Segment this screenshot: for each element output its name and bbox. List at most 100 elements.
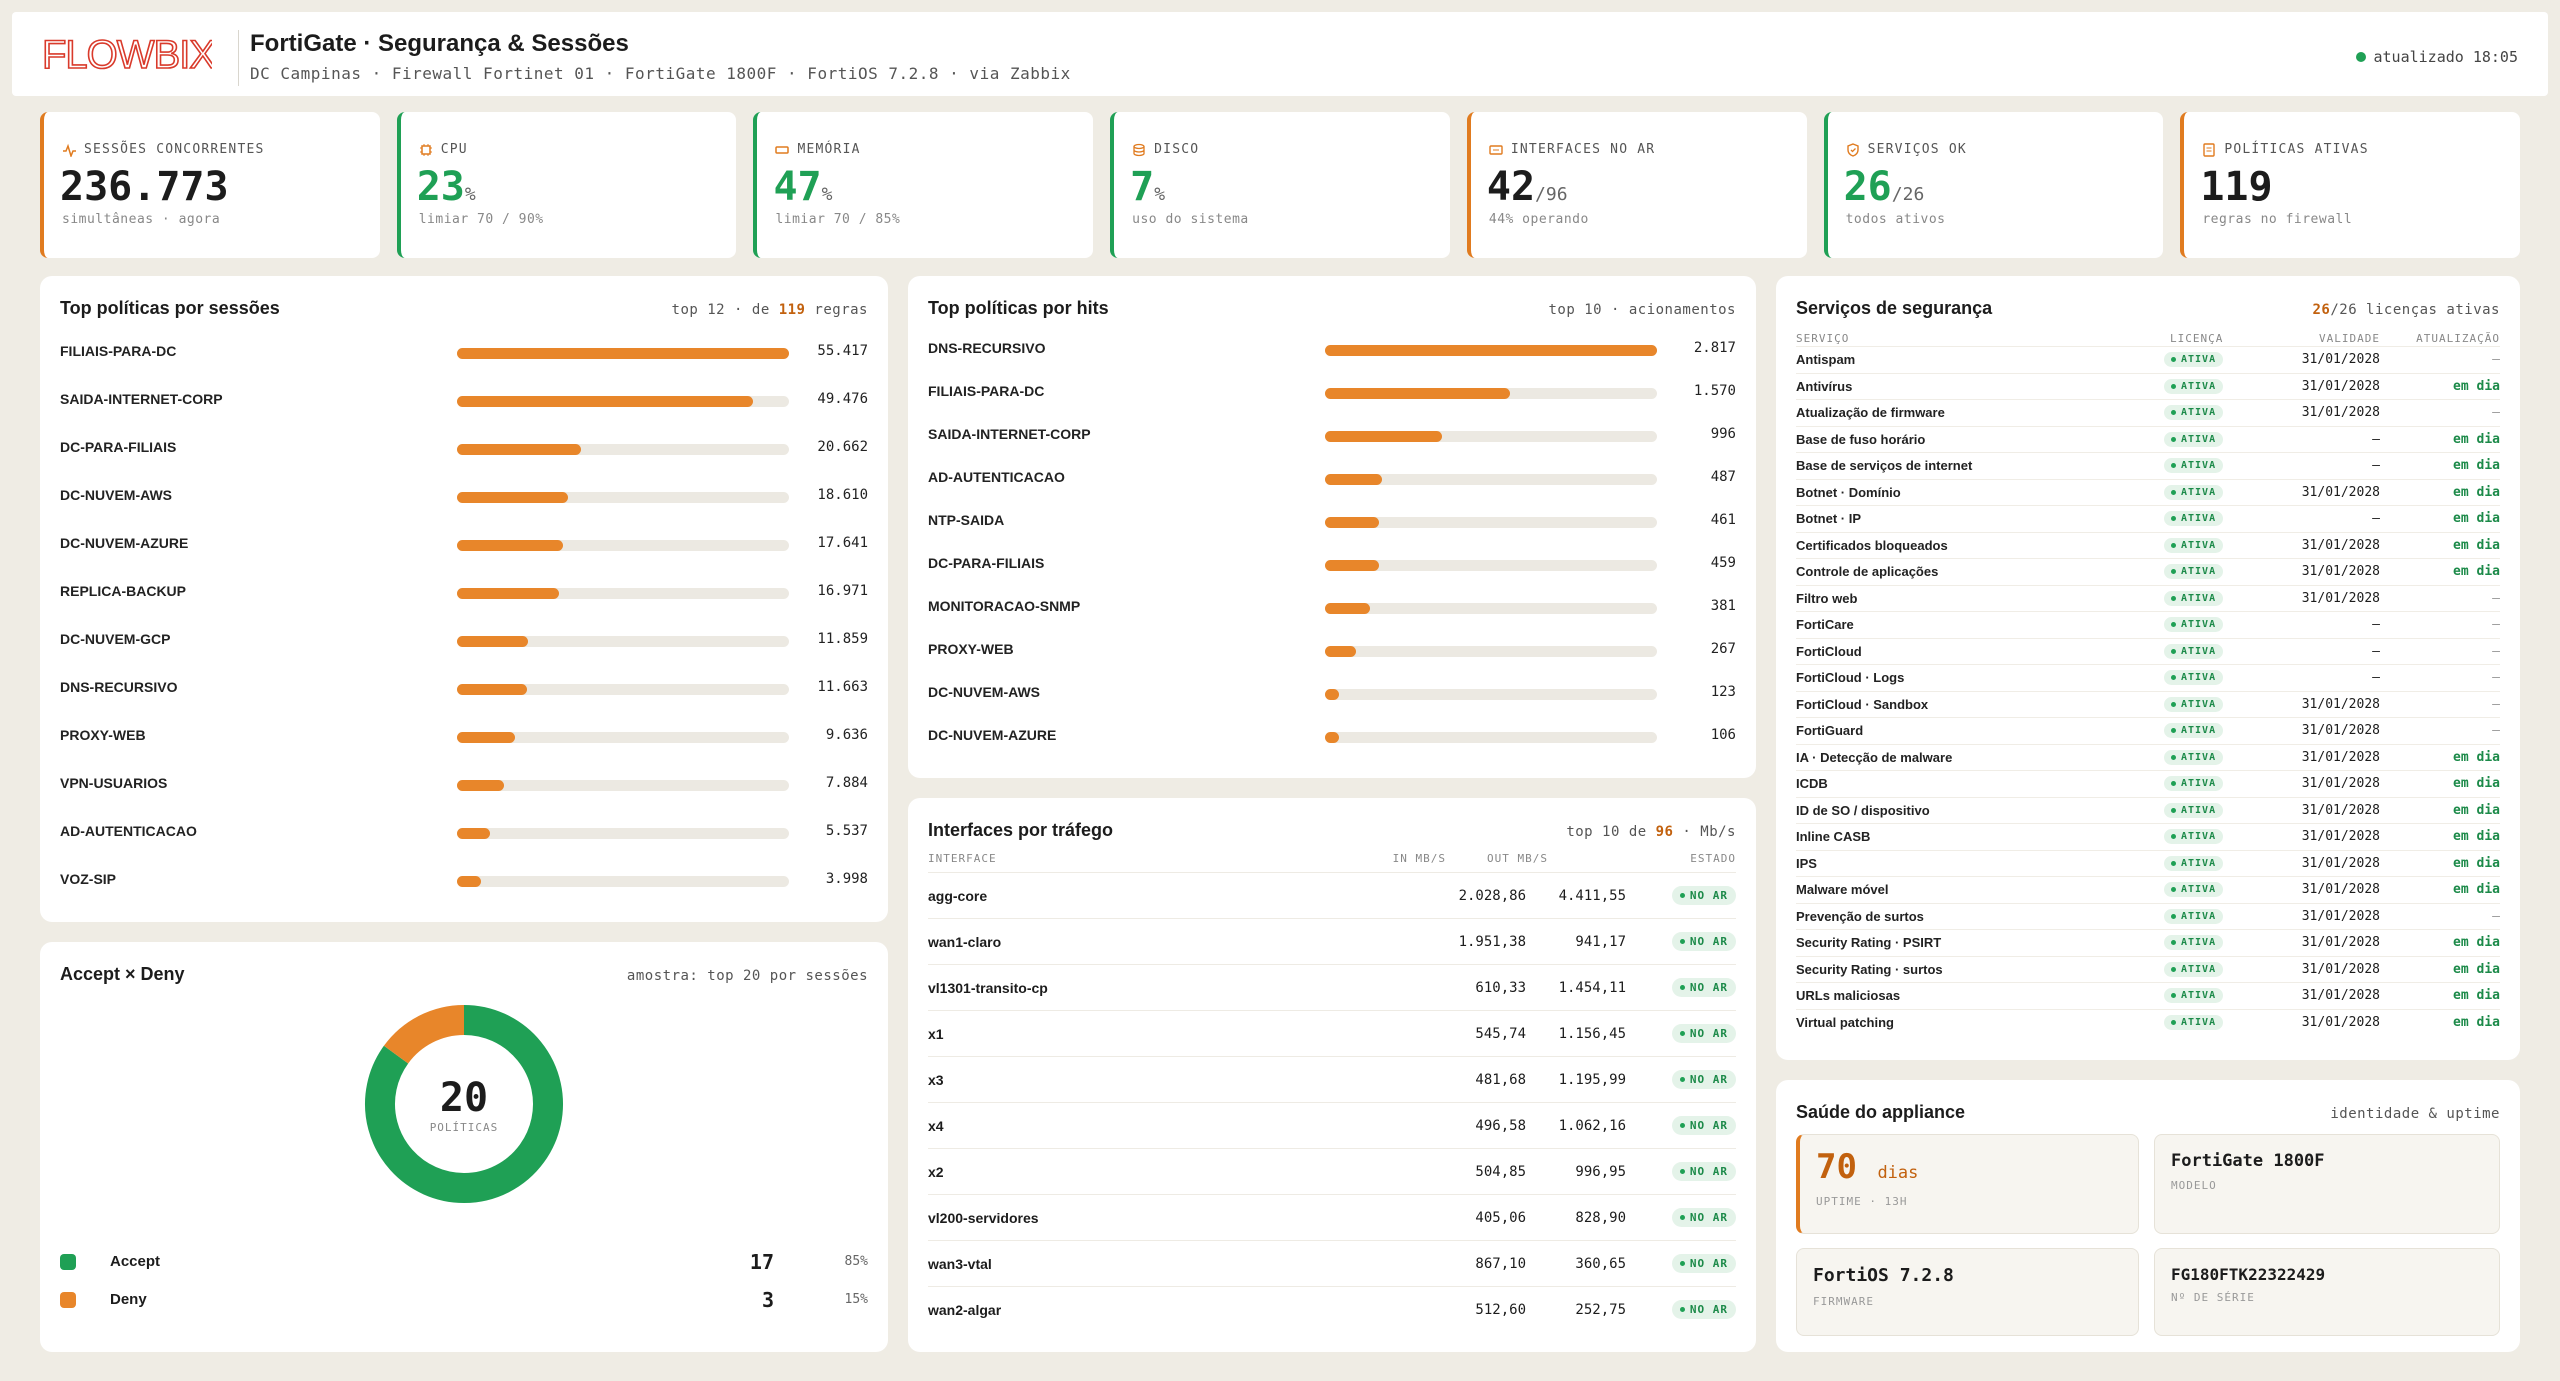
table-row[interactable]: Filtro web ATIVA 31/01/2028 — bbox=[1796, 584, 2500, 611]
table-row[interactable]: wan2-algar 512,60 252,75 NO AR bbox=[928, 1286, 1736, 1332]
table-row[interactable]: Base de fuso horário ATIVA — em dia bbox=[1796, 425, 2500, 452]
legend-item[interactable]: Accept 17 85% bbox=[60, 1250, 868, 1274]
table-row[interactable]: x1 545,74 1.156,45 NO AR bbox=[928, 1010, 1736, 1056]
bar-track bbox=[1325, 388, 1657, 399]
table-row[interactable]: wan1-claro 1.951,38 941,17 NO AR bbox=[928, 918, 1736, 964]
interface-out: 941,17 bbox=[1575, 934, 1626, 950]
license-badge: ATIVA bbox=[2164, 350, 2224, 367]
table-row[interactable]: Virtual patching ATIVA 31/01/2028 em dia bbox=[1796, 1008, 2500, 1035]
policy-bar-row[interactable]: DNS-RECURSIVO 2.817 bbox=[928, 340, 1736, 360]
bar-fill bbox=[457, 348, 789, 359]
bar-fill bbox=[457, 684, 527, 695]
legend-item[interactable]: Deny 3 15% bbox=[60, 1288, 868, 1312]
policy-bar-row[interactable]: DC-NUVEM-AWS 18.610 bbox=[60, 487, 868, 507]
policy-bar-row[interactable]: DC-PARA-FILIAIS 20.662 bbox=[60, 439, 868, 459]
bar-value: 2.817 bbox=[1693, 340, 1736, 356]
policy-bar-row[interactable]: AD-AUTENTICACAO 5.537 bbox=[60, 823, 868, 843]
table-row[interactable]: Malware móvel ATIVA 31/01/2028 em dia bbox=[1796, 876, 2500, 902]
policy-bar-row[interactable]: DC-PARA-FILIAIS 459 bbox=[928, 555, 1736, 575]
table-row[interactable]: vl200-servidores 405,06 828,90 NO AR bbox=[928, 1194, 1736, 1240]
table-row[interactable]: x4 496,58 1.062,16 NO AR bbox=[928, 1102, 1736, 1148]
kpi-subtext: 44% operando bbox=[1488, 212, 1589, 227]
interface-out: 4.411,55 bbox=[1558, 888, 1626, 904]
service-update: em dia bbox=[2453, 882, 2500, 897]
table-row[interactable]: Antispam ATIVA 31/01/2028 — bbox=[1796, 346, 2500, 372]
kpi-row: SESSÕES CONCORRENTES 236.773 simultâneas ·… bbox=[40, 112, 2521, 258]
policy-bar-row[interactable]: VPN-USUARIOS 7.884 bbox=[60, 775, 868, 795]
policy-bar-row[interactable]: DC-NUVEM-AWS 123 bbox=[928, 684, 1736, 704]
table-row[interactable]: Botnet · Domínio ATIVA 31/01/2028 em dia bbox=[1796, 478, 2500, 505]
accept-deny-title: Accept × Deny bbox=[60, 964, 185, 984]
service-update: em dia bbox=[2453, 855, 2500, 871]
table-row[interactable]: Security Rating · surtos ATIVA 31/01/2028 e… bbox=[1796, 955, 2500, 982]
table-row[interactable]: FortiCloud · Logs ATIVA — — bbox=[1796, 664, 2500, 690]
service-name: ICDB bbox=[1796, 776, 1828, 791]
kpi-subtext: regras no firewall bbox=[2202, 212, 2353, 227]
table-row[interactable]: FortiCloud ATIVA — — bbox=[1796, 637, 2500, 664]
table-row[interactable]: FortiCare ATIVA — — bbox=[1796, 611, 2500, 637]
status-dot-icon bbox=[2171, 436, 2176, 442]
table-row[interactable]: FortiGuard ATIVA 31/01/2028 — bbox=[1796, 717, 2500, 743]
service-update: — bbox=[2492, 643, 2500, 659]
policy-bar-row[interactable]: AD-AUTENTICACAO 487 bbox=[928, 469, 1736, 489]
col-validity: VALIDADE bbox=[2319, 332, 2380, 345]
policy-bar-row[interactable]: FILIAIS-PARA-DC 1.570 bbox=[928, 383, 1736, 403]
table-row[interactable]: Security Rating · PSIRT ATIVA 31/01/2028 em… bbox=[1796, 929, 2500, 955]
policy-bar-row[interactable]: DC-NUVEM-GCP 11.859 bbox=[60, 631, 868, 651]
policy-bar-row[interactable]: SAIDA-INTERNET-CORP 49.476 bbox=[60, 391, 868, 411]
bar-fill bbox=[457, 636, 529, 647]
policy-bar-row[interactable]: SAIDA-INTERNET-CORP 996 bbox=[928, 426, 1736, 446]
table-row[interactable]: Prevenção de surtos ATIVA 31/01/2028 — bbox=[1796, 902, 2500, 929]
donut-slice-accept[interactable] bbox=[365, 1005, 563, 1203]
policy-bar-row[interactable]: VOZ-SIP 3.998 bbox=[60, 871, 868, 891]
table-row[interactable]: FortiCloud · Sandbox ATIVA 31/01/2028 — bbox=[1796, 690, 2500, 717]
database-icon bbox=[1132, 143, 1146, 157]
table-row[interactable]: Atualização de firmware ATIVA 31/01/2028 — bbox=[1796, 399, 2500, 425]
license-badge: ATIVA bbox=[2164, 854, 2224, 871]
table-row[interactable]: ICDB ATIVA 31/01/2028 em dia bbox=[1796, 770, 2500, 796]
table-row[interactable]: agg-core 2.028,86 4.411,55 NO AR bbox=[928, 872, 1736, 918]
bar-value: 7.884 bbox=[825, 775, 868, 791]
table-row[interactable]: ID de SO / dispositivo ATIVA 31/01/2028 em … bbox=[1796, 796, 2500, 823]
table-row[interactable]: IPS ATIVA 31/01/2028 em dia bbox=[1796, 849, 2500, 876]
table-row[interactable]: Antivírus ATIVA 31/01/2028 em dia bbox=[1796, 372, 2500, 399]
service-name: Antivírus bbox=[1796, 378, 1853, 394]
table-row[interactable]: Inline CASB ATIVA 31/01/2028 em dia bbox=[1796, 823, 2500, 849]
policy-bar-row[interactable]: DNS-RECURSIVO 11.663 bbox=[60, 679, 868, 699]
table-row[interactable]: wan3-vtal 867,10 360,65 NO AR bbox=[928, 1240, 1736, 1286]
bar-value: 11.859 bbox=[817, 631, 868, 647]
policy-bar-row[interactable]: DC-NUVEM-AZURE 17.641 bbox=[60, 535, 868, 555]
bar-value: 1.570 bbox=[1693, 383, 1736, 399]
policy-bar-row[interactable]: REPLICA-BACKUP 16.971 bbox=[60, 583, 868, 603]
legend-percent: 15% bbox=[844, 1292, 868, 1307]
donut-slice-deny[interactable] bbox=[383, 1005, 465, 1064]
bar-track bbox=[1325, 646, 1657, 657]
table-row[interactable]: x3 481,68 1.195,99 NO AR bbox=[928, 1056, 1736, 1102]
table-row[interactable]: URLs maliciosas ATIVA 31/01/2028 em dia bbox=[1796, 982, 2500, 1008]
table-row[interactable]: Botnet · IP ATIVA — em dia bbox=[1796, 505, 2500, 531]
kpi-value: 42/96 bbox=[1486, 164, 1568, 210]
policy-bar-row[interactable]: FILIAIS-PARA-DC 55.417 bbox=[60, 343, 868, 363]
service-update: em dia bbox=[2453, 776, 2500, 791]
policy-bar-row[interactable]: PROXY-WEB 9.636 bbox=[60, 727, 868, 747]
table-row[interactable]: Controle de aplicações ATIVA 31/01/2028 em … bbox=[1796, 558, 2500, 584]
table-row[interactable]: IA · Detecção de malware ATIVA 31/01/2028 e… bbox=[1796, 743, 2500, 770]
license-badge: ATIVA bbox=[2164, 986, 2224, 1003]
policy-name: DNS-RECURSIVO bbox=[928, 340, 1046, 356]
services-meta: 26/26 licenças ativas bbox=[2312, 302, 2500, 318]
table-row[interactable]: Base de serviços de internet ATIVA — em dia bbox=[1796, 452, 2500, 478]
flowbix-logo[interactable]: FLOWBIX bbox=[42, 34, 212, 86]
bar-value: 3.998 bbox=[825, 871, 868, 887]
status-badge: NO AR bbox=[1671, 1207, 1736, 1227]
service-update: — bbox=[2492, 590, 2500, 606]
table-row[interactable]: vl1301-transito-cp 610,33 1.454,11 NO AR bbox=[928, 964, 1736, 1010]
legend-name: Deny bbox=[110, 1291, 147, 1308]
interface-name: agg-core bbox=[928, 888, 988, 904]
status-dot-icon bbox=[2171, 489, 2176, 495]
policy-bar-row[interactable]: NTP-SAIDA 461 bbox=[928, 512, 1736, 532]
table-row[interactable]: x2 504,85 996,95 NO AR bbox=[928, 1148, 1736, 1194]
policy-bar-row[interactable]: MONITORACAO-SNMP 381 bbox=[928, 598, 1736, 618]
policy-bar-row[interactable]: DC-NUVEM-AZURE 106 bbox=[928, 727, 1736, 747]
policy-bar-row[interactable]: PROXY-WEB 267 bbox=[928, 641, 1736, 661]
table-row[interactable]: Certificados bloqueados ATIVA 31/01/2028 em… bbox=[1796, 531, 2500, 558]
